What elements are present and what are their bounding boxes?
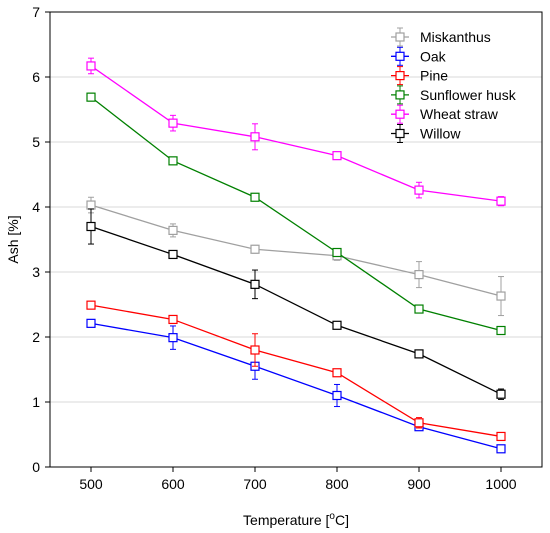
legend-marker	[395, 109, 405, 119]
series-line	[90, 304, 502, 438]
legend-item: Wheat straw	[391, 104, 499, 124]
series-line	[90, 225, 502, 395]
y-tick-label: 3	[32, 264, 40, 280]
data-point	[496, 431, 506, 442]
legend-marker	[395, 70, 405, 81]
data-point	[86, 318, 96, 328]
y-tick-label: 0	[32, 459, 40, 475]
x-tick-label: 600	[161, 476, 185, 492]
legend-marker	[395, 128, 405, 139]
data-point	[168, 314, 178, 325]
legend-item: Sunflower husk	[391, 85, 517, 105]
data-point	[168, 225, 178, 235]
data-point	[414, 418, 424, 428]
series-line	[90, 322, 502, 450]
data-point	[168, 156, 178, 166]
data-point	[86, 300, 96, 310]
data-point	[414, 349, 424, 359]
data-point	[332, 247, 342, 258]
x-tick-label: 900	[407, 476, 431, 492]
data-point	[250, 279, 260, 289]
data-point	[250, 244, 260, 254]
legend-item: Pine	[391, 66, 448, 86]
series-line	[90, 96, 502, 332]
x-tick-label: 700	[243, 476, 267, 492]
y-tick-label: 5	[32, 134, 40, 150]
series-willow	[86, 208, 506, 400]
data-point	[332, 390, 342, 401]
y-tick-label: 1	[32, 394, 40, 410]
x-tick-label: 800	[325, 476, 349, 492]
legend-item: Miskanthus	[391, 27, 491, 47]
data-point	[168, 118, 178, 128]
data-point	[414, 185, 424, 195]
legend-label: Wheat straw	[420, 106, 499, 122]
plot-frame	[49, 11, 543, 468]
x-axis-title: Temperature [oC]	[243, 511, 349, 528]
axes: 0 1 2 3 4 5 6 7 500 600 700 800 900 1000	[32, 4, 517, 492]
y-axis-title: Ash [%]	[5, 215, 21, 263]
x-axis-title-superscript: o	[329, 511, 335, 522]
data-point	[496, 389, 506, 399]
x-tick-label: 1000	[485, 476, 516, 492]
legend-marker	[395, 90, 405, 100]
data-point	[414, 304, 424, 314]
data-point	[496, 291, 506, 301]
data-point	[332, 368, 342, 378]
data-point	[86, 61, 96, 71]
legend-marker	[395, 51, 405, 61]
legend-label: Pine	[420, 68, 448, 84]
data-point	[332, 320, 342, 330]
x-axis-title-unit: C]	[335, 512, 349, 528]
data-point	[86, 221, 96, 232]
data-point	[250, 132, 260, 142]
data-point	[86, 92, 96, 102]
data-point	[496, 325, 506, 336]
series-wheat-straw	[86, 57, 506, 207]
legend-label: Sunflower husk	[420, 87, 517, 103]
y-tick-label: 2	[32, 329, 40, 345]
x-axis-title-text: Temperature [	[243, 512, 329, 528]
series-layer	[86, 57, 506, 454]
series-miskanthus	[86, 196, 506, 317]
data-point	[332, 151, 342, 161]
data-point	[414, 270, 424, 280]
data-point	[168, 249, 178, 260]
data-point	[250, 192, 260, 202]
data-point	[250, 345, 260, 355]
data-point	[86, 200, 96, 210]
legend-label: Willow	[420, 126, 461, 142]
legend-label: Miskanthus	[420, 29, 491, 45]
legend: Miskanthus Oak Pine Sunflower husk Wheat str…	[391, 27, 517, 143]
data-point	[496, 444, 506, 454]
legend-marker	[395, 32, 405, 42]
y-tick-label: 6	[32, 69, 40, 85]
series-pine	[86, 300, 506, 442]
grid	[50, 76, 542, 403]
x-tick-label: 500	[79, 476, 103, 492]
data-point	[496, 196, 506, 206]
series-line	[90, 204, 502, 297]
series-line	[90, 65, 502, 202]
y-tick-label: 7	[32, 4, 40, 20]
data-point	[168, 333, 178, 343]
legend-label: Oak	[420, 48, 447, 64]
legend-item: Willow	[391, 124, 461, 143]
legend-item: Oak	[391, 46, 447, 66]
series-oak	[86, 318, 506, 454]
y-tick-label: 4	[32, 199, 40, 215]
series-sunflower-husk	[86, 92, 506, 336]
